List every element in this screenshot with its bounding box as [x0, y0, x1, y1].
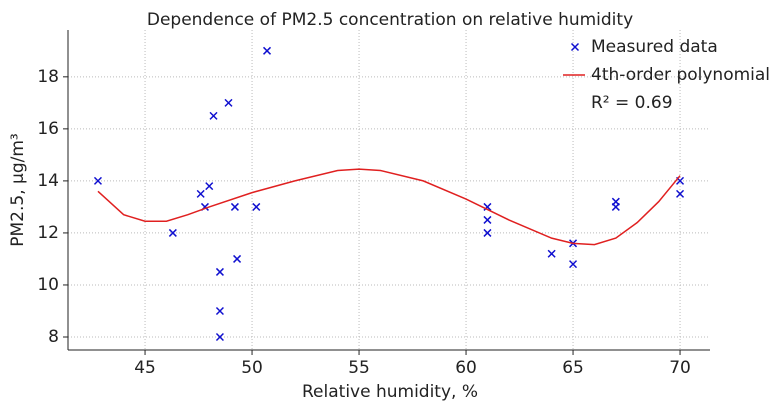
x-axis-label: Relative humidity, %	[302, 382, 478, 402]
data-point	[205, 182, 214, 191]
data-point	[233, 254, 242, 263]
data-point	[224, 98, 233, 107]
x-tick-label: 60	[455, 358, 477, 378]
x-tick-label: 45	[134, 358, 156, 378]
legend-label: Measured data	[591, 37, 718, 57]
data-point	[215, 332, 224, 342]
data-point	[196, 189, 205, 198]
data-point	[262, 46, 272, 55]
data-point	[230, 202, 239, 211]
x-tick-label: 65	[562, 358, 584, 378]
data-point	[93, 176, 102, 185]
data-point	[611, 202, 620, 211]
data-point	[168, 228, 177, 237]
legend-label: 4th-order polynomial	[591, 65, 770, 85]
legend-marker	[570, 42, 580, 52]
y-axis-label: PM2.5, µg/m³	[8, 133, 28, 246]
x-tick-label: 50	[241, 358, 263, 378]
y-tick-label: 14	[37, 171, 59, 191]
x-tick-label: 55	[348, 358, 370, 378]
y-tick-label: 12	[37, 223, 59, 243]
data-point	[215, 267, 224, 276]
data-point	[483, 228, 492, 237]
data-point	[209, 111, 218, 120]
data-point	[215, 306, 224, 316]
x-tick-label: 70	[669, 358, 691, 378]
data-point	[483, 202, 492, 211]
chart-title: Dependence of PM2.5 concentration on rel…	[147, 10, 633, 30]
y-tick-label: 8	[48, 327, 59, 347]
fit-line	[97, 168, 681, 246]
data-point	[676, 189, 685, 198]
data-point	[252, 202, 261, 211]
data-point	[569, 260, 578, 269]
y-tick-label: 18	[37, 67, 59, 87]
data-point	[483, 215, 492, 224]
y-tick-label: 16	[37, 119, 59, 139]
y-tick-label: 10	[37, 275, 59, 295]
data-point	[547, 249, 556, 258]
annotation: R² = 0.69	[591, 93, 673, 113]
